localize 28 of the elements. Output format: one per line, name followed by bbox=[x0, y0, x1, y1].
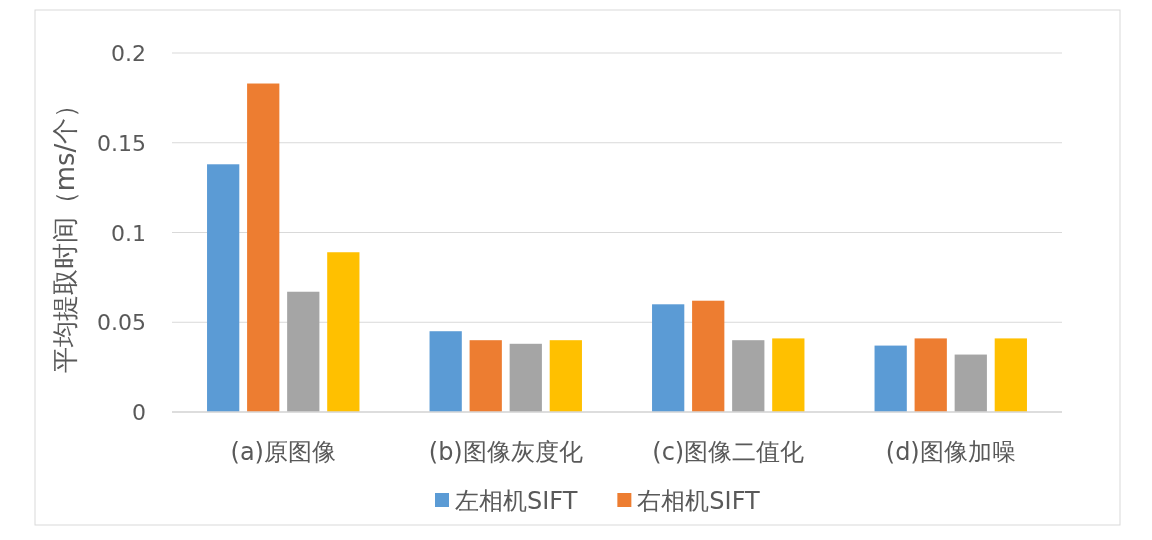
bar bbox=[247, 83, 280, 412]
bar bbox=[429, 331, 462, 412]
bar bbox=[732, 340, 765, 412]
y-tick-label: 0.1 bbox=[111, 220, 146, 246]
bar bbox=[652, 304, 685, 412]
legend-label: 右相机SIFT bbox=[637, 487, 761, 515]
y-tick-label: 0.05 bbox=[97, 310, 146, 336]
bar bbox=[469, 340, 502, 412]
x-tick-label: (b)图像灰度化 bbox=[428, 438, 583, 466]
bar bbox=[772, 338, 805, 412]
x-tick-label: (d)图像加噪 bbox=[885, 438, 1016, 466]
bar bbox=[692, 300, 725, 412]
x-tick-label: (c)图像二值化 bbox=[652, 438, 805, 466]
y-tick-label: 0.15 bbox=[97, 130, 146, 156]
bar bbox=[207, 164, 240, 412]
bar bbox=[954, 354, 987, 412]
bar bbox=[994, 338, 1027, 412]
y-axis-title: 平均提取时间（ms/个） bbox=[50, 91, 80, 374]
bar bbox=[549, 340, 582, 412]
bar bbox=[327, 252, 360, 412]
bar bbox=[509, 343, 542, 412]
x-tick-label: (a)原图像 bbox=[230, 438, 336, 466]
bar bbox=[914, 338, 947, 412]
bar bbox=[874, 345, 907, 412]
legend-label: 左相机SIFT bbox=[455, 487, 578, 515]
y-tick-label: 0.2 bbox=[111, 41, 146, 66]
y-tick-label: 0 bbox=[132, 400, 146, 425]
bar bbox=[287, 291, 320, 412]
